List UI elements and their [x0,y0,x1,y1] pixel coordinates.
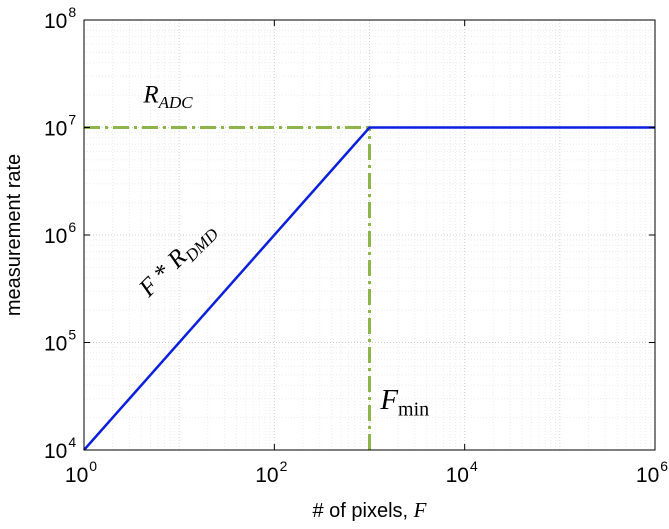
x-tick-label: 104 [446,458,478,487]
x-axis-label-symbol: F [413,498,427,522]
y-tick-label: 105 [44,327,76,356]
x-tick-label-base: 10 [446,464,469,487]
y-tick-label-base: 10 [44,225,67,248]
x-tick-label: 100 [65,458,97,487]
annotation-fmin-subscript: min [398,399,429,421]
annotation-fmin: Fmin [379,384,429,420]
annotation-radc-subscript: ADC [158,93,194,112]
y-tick-label: 107 [44,112,76,141]
x-tick-label-exponent: 0 [89,458,97,474]
y-tick-label: 108 [44,4,76,33]
x-axis-label-text: # of pixels, [313,500,409,522]
y-tick-label-base: 10 [44,333,67,356]
y-tick-label-base: 10 [44,440,67,463]
y-tick-label-exponent: 4 [68,434,76,450]
y-tick-label-base: 10 [44,118,67,141]
ticks [83,19,656,451]
x-tick-label: 106 [636,458,668,487]
x-axis-label: # of pixels, F [313,498,427,522]
annotation-radc: RADC [142,82,193,113]
y-tick-label-exponent: 7 [68,112,76,128]
y-tick-label-exponent: 6 [68,219,76,235]
x-tick-label: 102 [255,458,287,487]
y-axis-label: measurement rate [3,154,25,316]
annotation-fdmd: F * RDMD [133,216,222,305]
plot-lines [83,126,655,451]
annotation-fmin-main: F [379,384,398,416]
y-tick-label: 104 [44,434,76,463]
x-tick-label-exponent: 6 [660,458,668,474]
x-tick-label-base: 10 [255,464,278,487]
measurement-rate-line [83,126,655,451]
annotation-radc-main: R [142,82,158,109]
x-tick-label-exponent: 2 [280,458,288,474]
x-tick-label-exponent: 4 [470,458,478,474]
y-tick-label-base: 10 [44,10,67,33]
y-tick-label: 106 [44,219,76,248]
x-tick-label-base: 10 [65,464,88,487]
x-tick-label-base: 10 [636,464,659,487]
y-tick-label-exponent: 5 [68,327,76,343]
y-tick-label-exponent: 8 [68,4,76,20]
